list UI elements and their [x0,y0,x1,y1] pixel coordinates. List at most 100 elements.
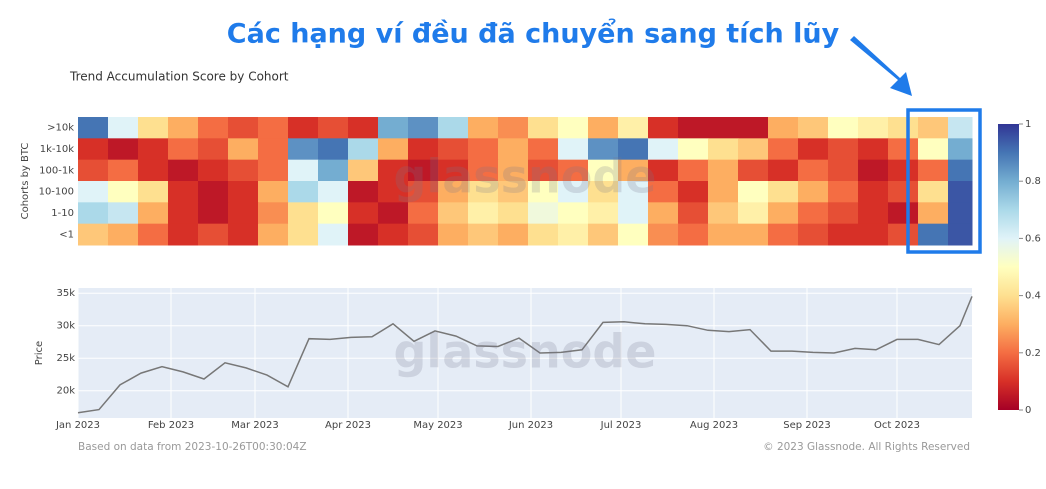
heatmap-cell [678,138,709,161]
heatmap-cell [288,117,319,139]
heatmap-cell [198,138,229,161]
heatmap-cell [348,117,379,139]
heatmap-cell [378,138,409,161]
heatmap-cell [558,223,589,246]
heatmap-cell [468,117,499,139]
heatmap-cell [198,223,229,246]
heatmap-cell [168,202,199,225]
heatmap-cell [498,223,529,246]
heatmap-cell [348,223,379,246]
heatmap-cell [738,223,769,246]
heatmap-cell [768,138,799,161]
heatmap-cell [858,223,889,246]
heatmap-cell [798,117,829,139]
heatmap-cell [858,181,889,203]
heatmap-cell [588,117,619,139]
arrow [850,36,912,96]
x-tick-label: Oct 2023 [874,420,920,431]
heatmap-cell [318,181,349,203]
heatmap-cell [558,117,589,139]
heatmap-cell [498,202,529,225]
heatmap-cell [408,159,439,182]
heatmap-cell [318,117,349,139]
heatmap-cell [528,181,559,203]
heatmap-cell [738,202,769,225]
heatmap-cell [918,159,949,182]
heatmap-cell [468,138,499,161]
heatmap-cell [108,223,139,246]
heatmap-cell [108,117,139,139]
heatmap-cell [408,181,439,203]
heatmap-cell [138,181,169,203]
heatmap-cell [588,159,619,182]
heatmap-cell [528,223,559,246]
heatmap-cell [228,223,259,246]
heatmap-cell [228,117,259,139]
x-tick-label: Jan 2023 [55,420,100,431]
price-line [77,296,973,414]
heatmap-cell [528,202,559,225]
x-tick-label: Feb 2023 [148,420,194,431]
heatmap-cell [948,159,973,182]
heatmap-cell [558,202,589,225]
heatmap-cell [858,159,889,182]
footer-copyright: © 2023 Glassnode. All Rights Reserved [763,441,970,453]
heatmap-cell [138,159,169,182]
heatmap-cell [768,117,799,139]
heatmap-cell [768,223,799,246]
heatmap-cell [438,138,469,161]
heatmap-cell [318,159,349,182]
heatmap-cell [918,202,949,225]
heatmap-cell [828,117,859,139]
heatmap-cell [168,181,199,203]
heatmap-cell [258,117,289,139]
heatmap-cell [318,202,349,225]
heatmap-cell [288,223,319,246]
heatmap-cell [378,202,409,225]
heatmap-cell [648,181,679,203]
heatmap-cell [588,202,619,225]
colorbar-tick-label: 0 [1025,405,1031,416]
heatmap-cell [948,223,973,246]
heatmap-cell [138,138,169,161]
colorbar-tick-label: 0.8 [1025,176,1041,187]
heatmap-cell [408,117,439,139]
heatmap-cell [258,159,289,182]
heatmap-cell [798,223,829,246]
heatmap-cell [948,181,973,203]
heatmap-cell [468,202,499,225]
heatmap-cell [168,159,199,182]
y-axis-label: Price [34,341,45,365]
colorbar-tick-label: 0.6 [1025,233,1041,244]
heatmap-cell [618,223,649,246]
annotation: Các hạng ví đều đã chuyển sang tích lũy [227,17,840,50]
heatmap-cell [618,117,649,139]
heatmap-cell [78,117,109,139]
colorbar-tick-label: 0.4 [1025,291,1041,302]
heatmap-cell [558,159,589,182]
heatmap-cell [738,181,769,203]
heatmap-cell [138,202,169,225]
heatmap-cell [498,181,529,203]
heatmap-cell [78,181,109,203]
heatmap-cell [228,159,259,182]
heatmap-cell [858,138,889,161]
heatmap-cell [918,181,949,203]
heatmap-cell [768,181,799,203]
y-tick-label: <1 [59,229,74,240]
heatmap-cell [498,159,529,182]
heatmap-cell [258,138,289,161]
heatmap-cell [708,138,739,161]
y-tick-label: 10-100 [39,187,74,198]
heatmap-cell [348,181,379,203]
heatmap-cell [378,223,409,246]
heatmap-cell [588,223,619,246]
heatmap-cell [228,181,259,203]
heatmap-cell [288,181,319,203]
heatmap-cell [828,159,859,182]
heatmap-cell [618,159,649,182]
heatmap-cell [228,202,259,225]
y-tick-label: 35k [56,288,75,299]
footer-source: Based on data from 2023-10-26T00:30:04Z [78,441,307,453]
heatmap-cell [678,223,709,246]
